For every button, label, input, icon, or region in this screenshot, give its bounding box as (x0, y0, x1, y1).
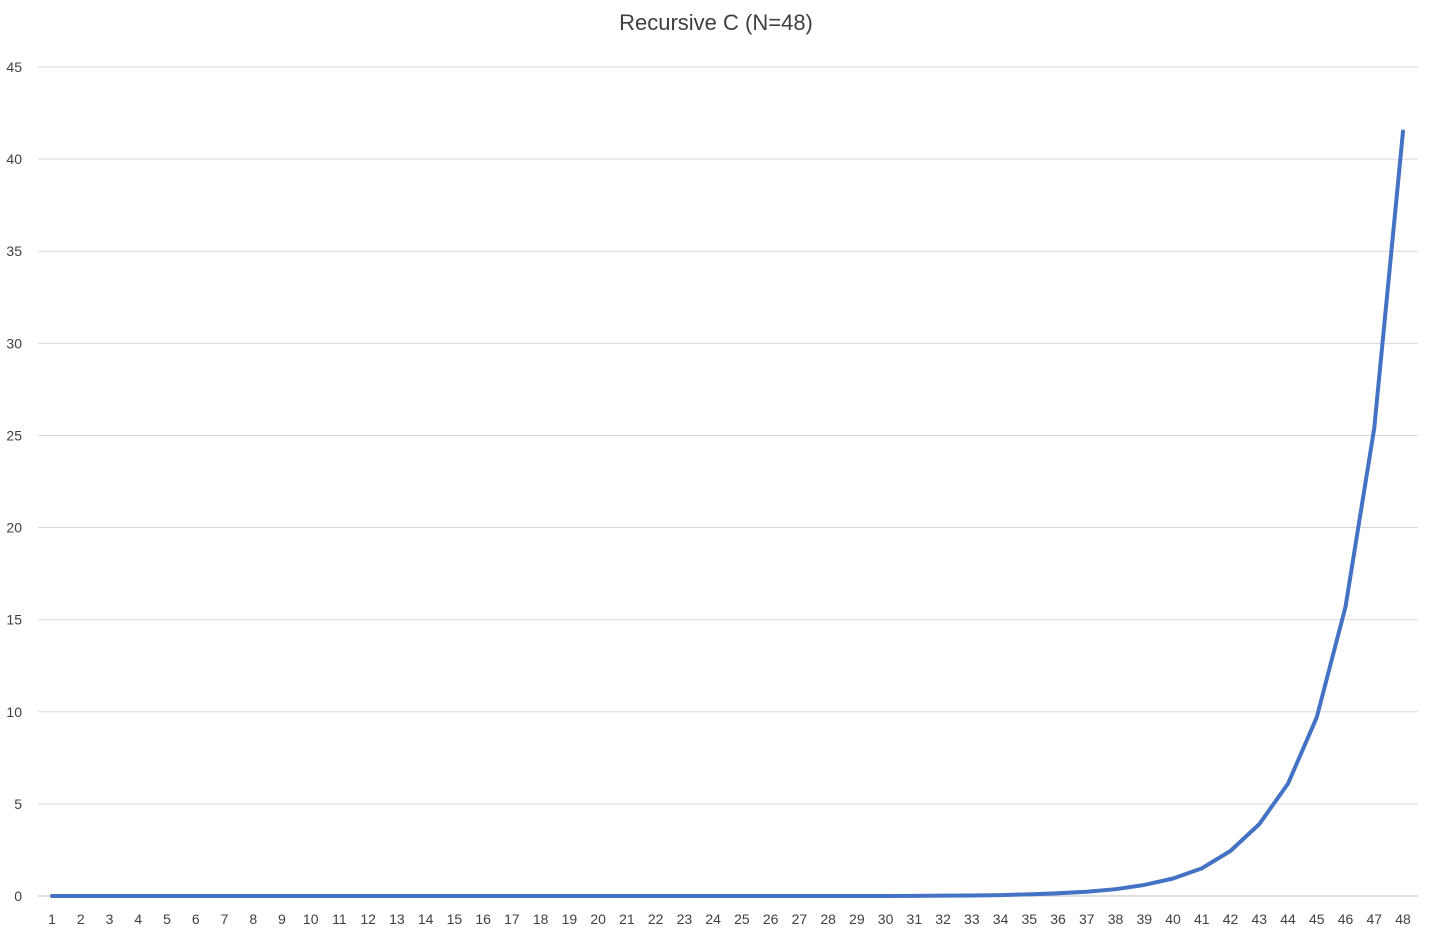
x-tick-label: 2 (77, 911, 85, 927)
x-tick-label: 17 (504, 911, 520, 927)
x-tick-label: 19 (562, 911, 578, 927)
x-tick-label: 20 (590, 911, 606, 927)
x-tick-label: 34 (993, 911, 1009, 927)
chart-title: Recursive C (N=48) (619, 10, 813, 35)
x-tick-label: 5 (163, 911, 171, 927)
y-tick-label: 10 (6, 704, 22, 720)
x-tick-label: 12 (360, 911, 376, 927)
x-tick-label: 23 (677, 911, 693, 927)
x-tick-label: 24 (705, 911, 721, 927)
gridlines (38, 66, 1418, 897)
x-tick-label: 28 (820, 911, 836, 927)
x-tick-label: 22 (648, 911, 664, 927)
x-tick-label: 6 (192, 911, 200, 927)
x-tick-label: 29 (849, 911, 865, 927)
y-tick-label: 25 (6, 427, 22, 443)
x-tick-label: 36 (1050, 911, 1066, 927)
y-tick-label: 0 (14, 888, 22, 904)
series-line (50, 129, 1405, 898)
y-tick-label: 45 (6, 59, 22, 75)
x-tick-label: 26 (763, 911, 779, 927)
x-tick-label: 40 (1165, 911, 1181, 927)
x-tick-label: 37 (1079, 911, 1095, 927)
x-tick-label: 14 (418, 911, 434, 927)
x-tick-label: 32 (935, 911, 951, 927)
x-tick-label: 25 (734, 911, 750, 927)
x-tick-label: 48 (1395, 911, 1411, 927)
y-axis: 0 5 10 15 20 25 30 35 40 45 (6, 59, 22, 904)
x-tick-label: 3 (106, 911, 114, 927)
y-tick-label: 30 (6, 335, 22, 351)
x-tick-label: 43 (1251, 911, 1267, 927)
x-tick-label: 16 (475, 911, 491, 927)
x-tick-label: 9 (278, 911, 286, 927)
y-tick-label: 15 (6, 612, 22, 628)
y-tick-label: 5 (14, 796, 22, 812)
x-tick-label: 45 (1309, 911, 1325, 927)
series-lines (50, 129, 1405, 898)
y-tick-label: 40 (6, 151, 22, 167)
x-tick-label: 27 (792, 911, 808, 927)
x-tick-label: 15 (447, 911, 463, 927)
x-axis: 1 2 3 4 5 6 7 8 9 10 11 12 13 14 15 16 17 18 19 20 21 22 23 24 2… (48, 911, 1411, 927)
x-tick-label: 30 (878, 911, 894, 927)
x-tick-label: 4 (134, 911, 142, 927)
x-tick-label: 13 (389, 911, 405, 927)
x-tick-label: 41 (1194, 911, 1210, 927)
x-tick-label: 44 (1280, 911, 1296, 927)
x-tick-label: 10 (303, 911, 319, 927)
x-tick-label: 1 (48, 911, 56, 927)
x-tick-label: 38 (1108, 911, 1124, 927)
x-tick-label: 39 (1137, 911, 1153, 927)
x-tick-label: 8 (249, 911, 257, 927)
x-tick-label: 47 (1366, 911, 1382, 927)
x-tick-label: 18 (533, 911, 549, 927)
x-tick-label: 35 (1022, 911, 1038, 927)
x-tick-label: 42 (1223, 911, 1239, 927)
x-tick-label: 11 (332, 911, 347, 927)
x-tick-label: 31 (907, 911, 923, 927)
x-tick-label: 33 (964, 911, 980, 927)
y-tick-label: 20 (6, 520, 22, 536)
x-tick-label: 7 (221, 911, 229, 927)
x-tick-label: 46 (1338, 911, 1354, 927)
x-tick-label: 21 (619, 911, 635, 927)
y-tick-label: 35 (6, 243, 22, 259)
